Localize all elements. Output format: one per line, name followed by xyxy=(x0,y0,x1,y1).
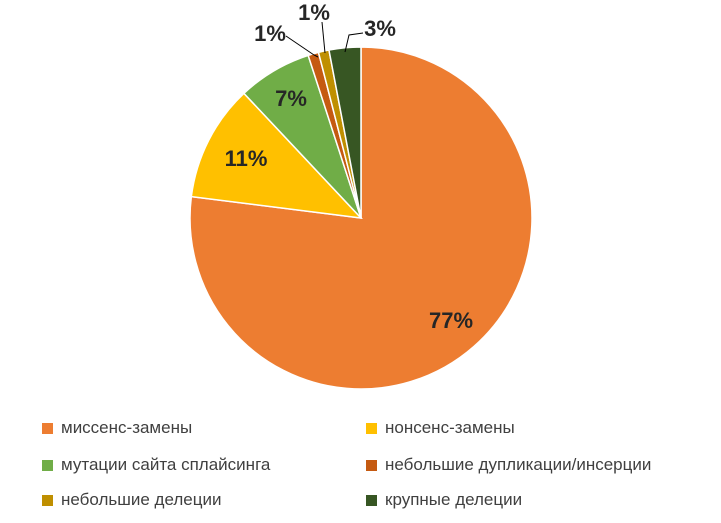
legend-swatch xyxy=(366,459,377,471)
legend-label: нонсенс-замены xyxy=(385,418,515,437)
legend-item-small-deletions: небольшие делеции xyxy=(42,488,221,512)
data-label-splice-site: 7% xyxy=(275,86,307,111)
legend-label: миссенс-замены xyxy=(61,418,193,437)
legend-item-splice-site: мутации сайта сплайсинга xyxy=(42,453,270,477)
label-leader-lines xyxy=(285,21,364,58)
legend-swatch xyxy=(366,422,377,434)
legend-swatch xyxy=(42,459,53,471)
data-label-small-deletions: 1% xyxy=(298,0,330,25)
leader-line-small-deletions xyxy=(321,21,326,54)
data-labels: 77% 11% 7% 1% 1% 3% xyxy=(225,0,473,333)
legend-swatch xyxy=(42,422,53,434)
pie-chart-svg: 77% 11% 7% 1% 1% 3% xyxy=(189,0,533,390)
pie-slice-missense xyxy=(189,46,533,390)
leader-line-large-deletions xyxy=(344,32,364,53)
legend-label: небольшие дупликации/инсерции xyxy=(385,455,652,474)
leader-line-small-dup-ins xyxy=(285,35,319,58)
legend-swatch xyxy=(42,494,53,506)
legend: миссенс-замены нонсенс-замены мутации са… xyxy=(0,410,721,523)
legend-swatch xyxy=(366,494,377,506)
pie-slice-nonsense xyxy=(190,92,363,220)
data-label-missense: 77% xyxy=(429,308,473,333)
data-label-nonsense: 11% xyxy=(225,146,268,171)
data-label-large-deletions: 3% xyxy=(364,16,396,41)
pie-slices xyxy=(189,46,533,390)
legend-item-small-dup-ins: небольшие дупликации/инсерции xyxy=(366,453,651,477)
legend-item-nonsense: нонсенс-замены xyxy=(366,416,515,440)
pie-slice-large-deletions xyxy=(328,46,362,219)
data-label-small-dup-ins: 1% xyxy=(254,21,286,46)
legend-item-large-deletions: крупные делеции xyxy=(366,488,522,512)
legend-label: мутации сайта сплайсинга xyxy=(61,455,271,474)
legend-label: небольшие делеции xyxy=(61,490,222,509)
legend-item-missense: миссенс-замены xyxy=(42,416,192,440)
legend-label: крупные делеции xyxy=(385,490,523,509)
